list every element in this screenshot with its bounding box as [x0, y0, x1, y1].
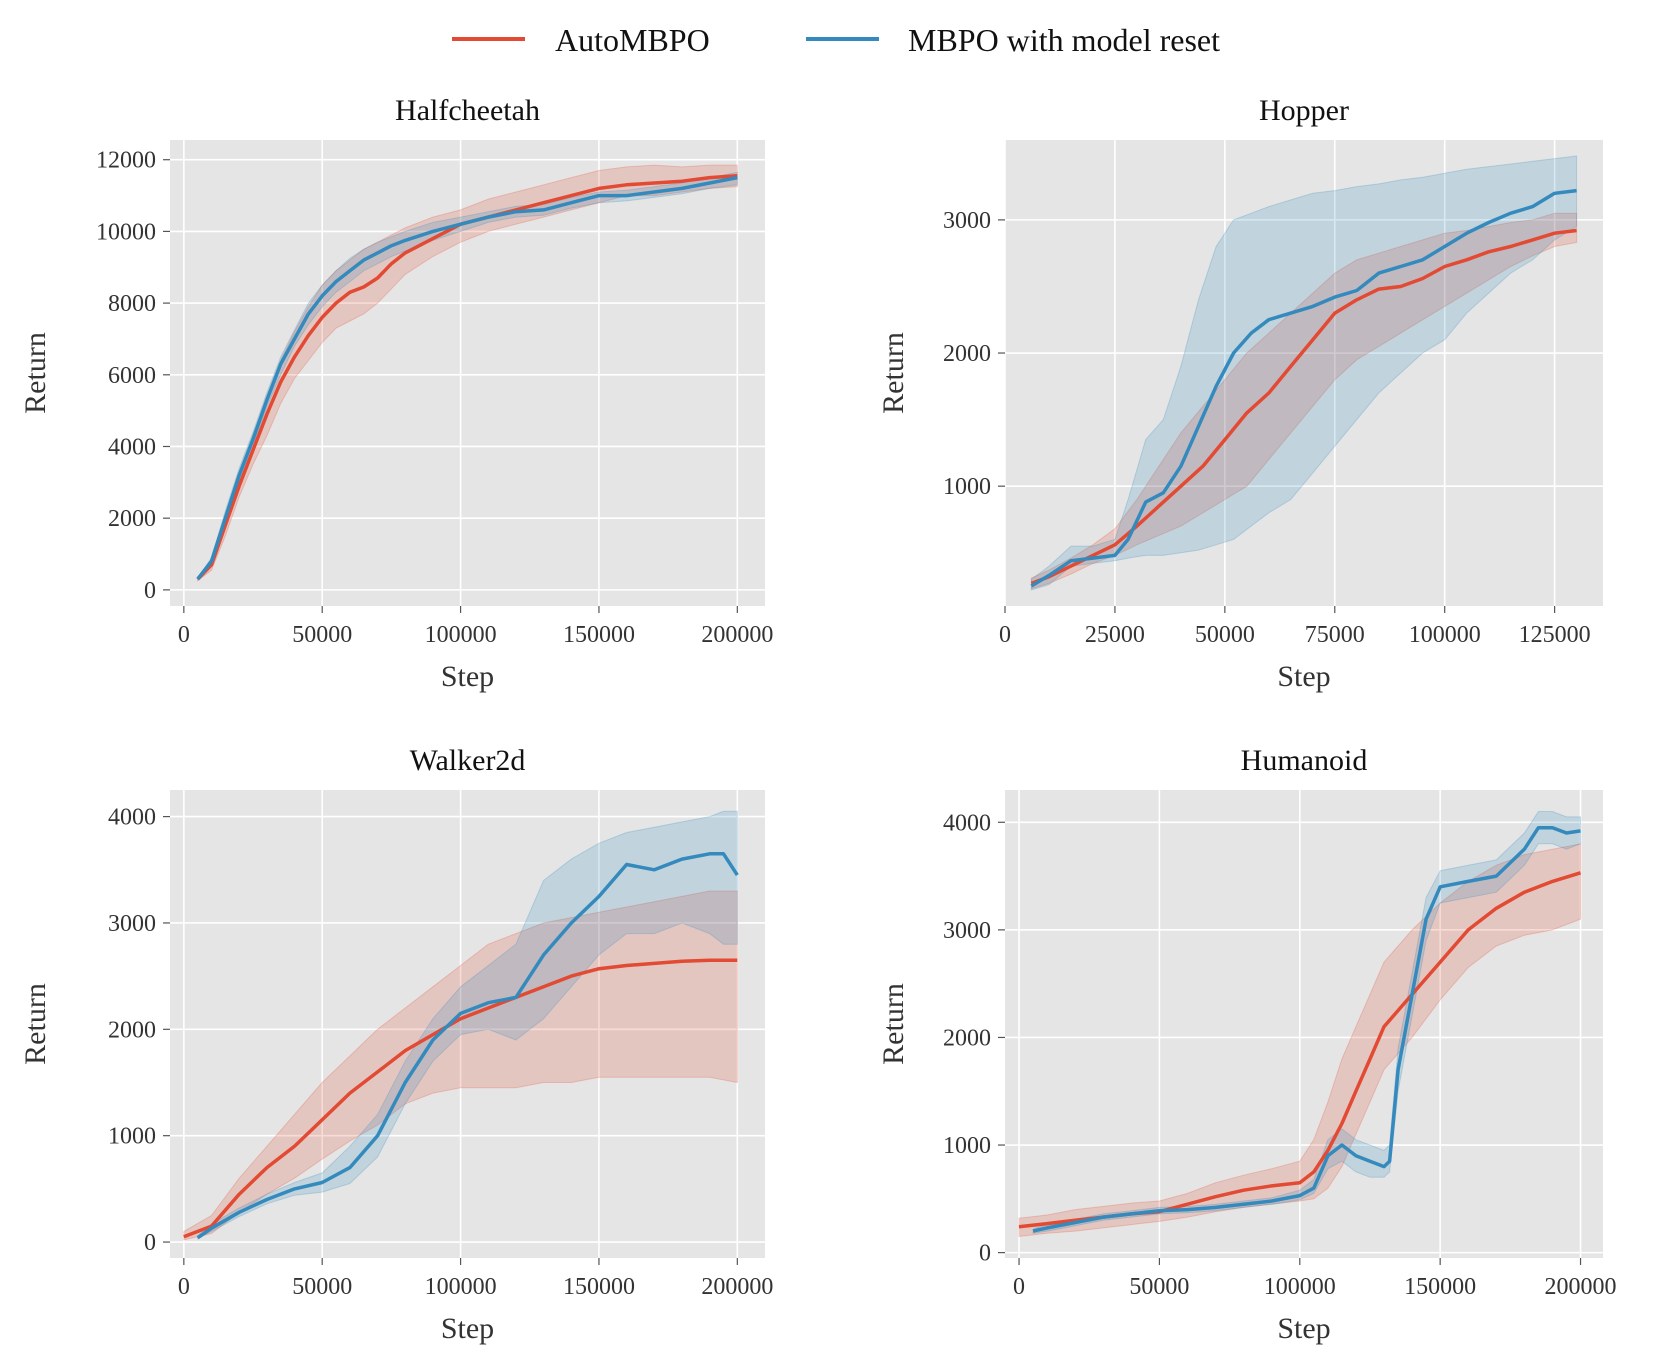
series-line-mbpo-reset — [1032, 825, 1581, 1233]
x-tick-label: 125000 — [1519, 622, 1591, 648]
x-tick-label: 50000 — [292, 622, 352, 648]
x-tick-label: 75000 — [1305, 622, 1365, 648]
y-axis-label: Return — [877, 332, 910, 414]
series-line-autombpo — [1030, 228, 1577, 586]
legend-label-autombpo: AutoMBPO — [555, 22, 710, 58]
x-tick-label: 200000 — [1545, 1274, 1617, 1300]
y-tick-label: 4000 — [108, 434, 156, 460]
plot-background — [170, 790, 765, 1258]
plot-area — [183, 810, 739, 1241]
x-axis-label: Step — [1277, 660, 1330, 693]
subplot-title: Humanoid — [1241, 744, 1368, 777]
y-tick-label: 10000 — [96, 219, 156, 245]
y-tick-label: 0 — [144, 1230, 156, 1256]
series-line-mbpo-reset — [196, 175, 738, 581]
y-tick-label: 6000 — [108, 363, 156, 389]
x-tick-label: 200000 — [701, 622, 773, 648]
series-line-mbpo-reset — [196, 852, 739, 1240]
plot-area — [1030, 155, 1578, 591]
y-tick-label: 3000 — [943, 208, 991, 234]
subplot-hopper: 0 25000 50000 75000 100000 125000 1000 2000 3000… — [877, 94, 1603, 693]
y-tick-label: 12000 — [96, 148, 156, 174]
confidence-band-mbpo-reset — [197, 171, 738, 582]
subplot-title: Hopper — [1259, 94, 1349, 127]
confidence-band-autombpo — [183, 890, 738, 1241]
x-tick-label: 50000 — [1129, 1274, 1189, 1300]
y-tick-label: 0 — [979, 1241, 991, 1267]
y-axis-label: Return — [877, 983, 910, 1065]
y-tick-label: 0 — [144, 578, 156, 604]
confidence-band-mbpo-reset — [1030, 155, 1578, 591]
confidence-band-autombpo — [1018, 843, 1581, 1238]
x-axis-label: Step — [441, 660, 494, 693]
y-tick-label: 4000 — [943, 810, 991, 836]
x-tick-label: 100000 — [425, 622, 497, 648]
y-tick-label: 1000 — [943, 1133, 991, 1159]
subplot-title: Halfcheetah — [395, 94, 540, 127]
x-axis-label: Step — [441, 1312, 494, 1345]
plot-area — [1018, 811, 1582, 1238]
series-line-autombpo — [183, 958, 738, 1239]
confidence-band-autombpo — [197, 164, 738, 582]
y-tick-label: 2000 — [108, 506, 156, 532]
y-tick-label: 8000 — [108, 291, 156, 317]
y-axis-label: Return — [19, 983, 52, 1065]
y-tick-label: 4000 — [108, 805, 156, 831]
x-tick-label: 50000 — [1195, 622, 1255, 648]
plot-background — [170, 140, 765, 606]
x-tick-label: 100000 — [1409, 622, 1481, 648]
series-line-mbpo-reset — [1030, 188, 1577, 588]
x-axis-label: Step — [1277, 1312, 1330, 1345]
x-tick-label: 150000 — [563, 622, 635, 648]
x-tick-label: 0 — [999, 622, 1011, 648]
plot-area — [196, 164, 738, 582]
y-tick-label: 1000 — [943, 474, 991, 500]
y-axis-label: Return — [19, 332, 52, 414]
x-tick-label: 150000 — [563, 1274, 635, 1300]
subplot-humanoid: 0 50000 100000 150000 200000 0 1000 2000 3000 400… — [877, 744, 1617, 1345]
x-tick-label: 150000 — [1404, 1274, 1476, 1300]
confidence-band-autombpo — [1030, 212, 1578, 590]
x-tick-label: 0 — [178, 1274, 190, 1300]
x-tick-label: 0 — [1013, 1274, 1025, 1300]
series-line-autombpo — [196, 174, 738, 581]
x-tick-label: 100000 — [1264, 1274, 1336, 1300]
subplot-halfcheetah: 0 50000 100000 150000 200000 0 2000 4000 6000 800… — [19, 94, 773, 693]
x-tick-label: 100000 — [425, 1274, 497, 1300]
y-tick-label: 3000 — [943, 918, 991, 944]
y-tick-label: 3000 — [108, 911, 156, 937]
y-tick-label: 2000 — [943, 341, 991, 367]
legend-label-mbpo-reset: MBPO with model reset — [908, 22, 1220, 58]
subplot-walker2d: 0 50000 100000 150000 200000 0 1000 2000 3000 400… — [19, 744, 773, 1345]
confidence-band-mbpo-reset — [1032, 811, 1581, 1234]
x-tick-label: 200000 — [701, 1274, 773, 1300]
y-tick-label: 1000 — [108, 1124, 156, 1150]
x-tick-label: 0 — [178, 622, 190, 648]
y-tick-label: 2000 — [108, 1017, 156, 1043]
x-tick-label: 25000 — [1085, 622, 1145, 648]
y-tick-label: 2000 — [943, 1025, 991, 1051]
subplot-title: Walker2d — [410, 744, 526, 777]
legend: AutoMBPO MBPO with model reset — [452, 22, 1220, 58]
confidence-band-mbpo-reset — [197, 810, 738, 1240]
x-tick-label: 50000 — [292, 1274, 352, 1300]
